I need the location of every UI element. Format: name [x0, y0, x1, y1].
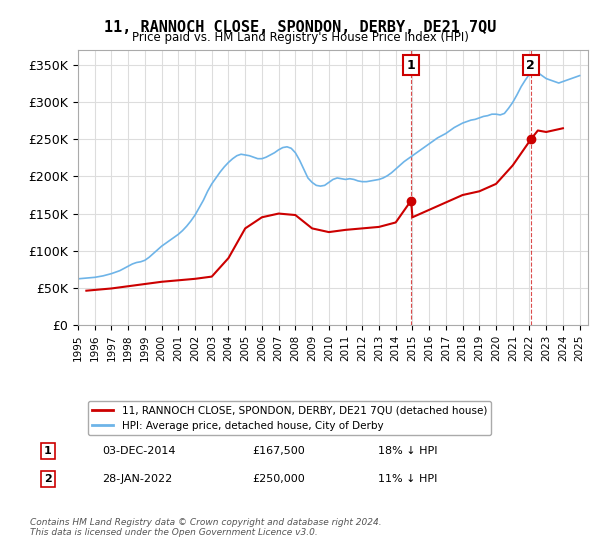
- Text: 1: 1: [407, 59, 415, 72]
- Text: Price paid vs. HM Land Registry's House Price Index (HPI): Price paid vs. HM Land Registry's House …: [131, 31, 469, 44]
- Text: £167,500: £167,500: [252, 446, 305, 456]
- Text: 11% ↓ HPI: 11% ↓ HPI: [378, 474, 437, 484]
- Text: 28-JAN-2022: 28-JAN-2022: [102, 474, 172, 484]
- Text: 11, RANNOCH CLOSE, SPONDON, DERBY, DE21 7QU: 11, RANNOCH CLOSE, SPONDON, DERBY, DE21 …: [104, 20, 496, 35]
- Legend: 11, RANNOCH CLOSE, SPONDON, DERBY, DE21 7QU (detached house), HPI: Average price: 11, RANNOCH CLOSE, SPONDON, DERBY, DE21 …: [88, 402, 491, 435]
- Text: 18% ↓ HPI: 18% ↓ HPI: [378, 446, 437, 456]
- Text: 2: 2: [526, 59, 535, 72]
- Text: 1: 1: [44, 446, 52, 456]
- Text: 03-DEC-2014: 03-DEC-2014: [102, 446, 176, 456]
- Text: £250,000: £250,000: [252, 474, 305, 484]
- Text: Contains HM Land Registry data © Crown copyright and database right 2024.
This d: Contains HM Land Registry data © Crown c…: [30, 518, 382, 538]
- Text: 2: 2: [44, 474, 52, 484]
